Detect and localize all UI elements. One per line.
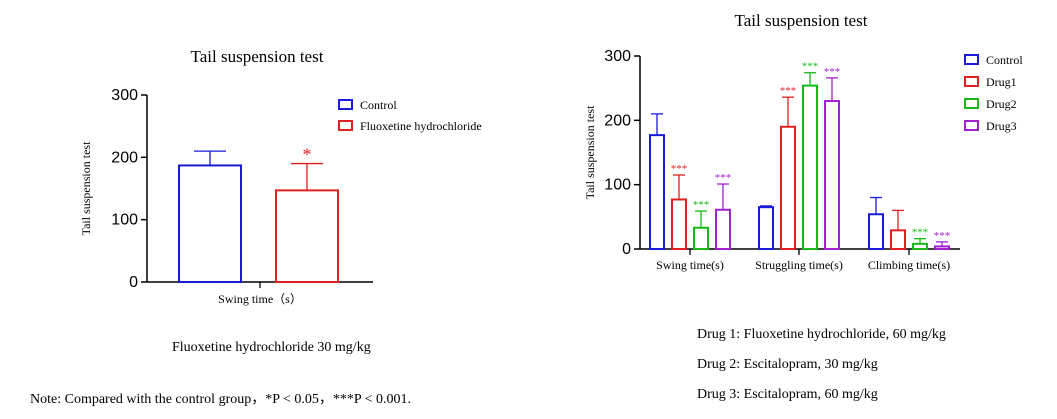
right-x-tick-label: Climbing time(s) xyxy=(868,258,950,272)
right-significance-mark: *** xyxy=(824,66,841,78)
left-chart: Tail suspension test Tail suspension test… xyxy=(79,47,482,306)
left-significance-mark: * xyxy=(303,145,312,165)
right-legend-swatch xyxy=(964,120,979,131)
right-significance-mark: *** xyxy=(780,85,797,97)
left-title: Tail suspension test xyxy=(191,47,324,66)
right-x-tick-label: Struggling time(s) xyxy=(755,258,843,272)
right-bar xyxy=(912,242,928,250)
right-x-tick-label: Swing time(s) xyxy=(656,258,724,272)
left-legend-swatch xyxy=(338,120,353,131)
right-bar xyxy=(890,229,906,251)
right-y-tick-label: 0 xyxy=(622,241,631,258)
left-legend-swatch xyxy=(338,99,353,110)
drug3-caption: Drug 3: Escitalopram, 60 mg/kg xyxy=(697,387,878,402)
right-y-tick-label: 300 xyxy=(604,48,631,65)
right-significance-mark: *** xyxy=(671,163,688,175)
right-y-tick-label: 100 xyxy=(604,177,631,194)
left-bar xyxy=(178,164,242,283)
right-bar xyxy=(715,208,731,250)
right-bar xyxy=(649,134,665,251)
right-legend-label: Drug3 xyxy=(986,119,1017,133)
left-y-tick-label: 100 xyxy=(111,212,138,229)
right-chart: Tail suspension test Tail suspension test… xyxy=(583,11,1023,272)
drug2-caption: Drug 2: Escitalopram, 30 mg/kg xyxy=(697,357,878,372)
left-y-tick-label: 300 xyxy=(111,87,138,104)
right-legend-label: Drug2 xyxy=(986,97,1017,111)
drug1-caption: Drug 1: Fluoxetine hydrochloride, 60 mg/… xyxy=(697,327,946,342)
right-y-axis-label: Tail suspension test xyxy=(583,105,597,199)
right-significance-mark: *** xyxy=(693,199,710,211)
right-significance-mark: *** xyxy=(802,61,819,73)
right-bar xyxy=(802,84,818,250)
right-legend-label: Control xyxy=(986,53,1023,67)
right-bar xyxy=(934,245,950,250)
left-legend-label: Control xyxy=(360,98,397,112)
right-bar xyxy=(693,226,709,251)
left-y-tick-label: 0 xyxy=(129,274,138,291)
right-bar xyxy=(758,206,774,250)
right-legend-swatch xyxy=(964,98,979,109)
right-significance-mark: *** xyxy=(934,230,951,242)
right-significance-mark: *** xyxy=(715,172,732,184)
right-legend-swatch xyxy=(964,76,979,87)
left-legend-label: Fluoxetine hydrochloride xyxy=(360,119,482,133)
right-y-tick-label: 200 xyxy=(604,112,631,129)
right-legend-swatch xyxy=(964,54,979,65)
left-caption: Fluoxetine hydrochloride 30 mg/kg xyxy=(172,340,371,355)
left-y-tick-label: 200 xyxy=(111,149,138,166)
significance-note: Note: Compared with the control group，*P… xyxy=(30,392,412,407)
right-bar xyxy=(824,100,840,250)
right-significance-mark: *** xyxy=(912,227,929,239)
right-title: Tail suspension test xyxy=(735,11,868,30)
right-bar xyxy=(780,125,796,250)
right-legend-label: Drug1 xyxy=(986,75,1017,89)
right-bar xyxy=(671,198,687,250)
left-y-axis-label: Tail suspension test xyxy=(79,141,93,235)
left-x-axis-label: Swing time（s） xyxy=(218,292,302,306)
right-bar xyxy=(868,213,884,250)
